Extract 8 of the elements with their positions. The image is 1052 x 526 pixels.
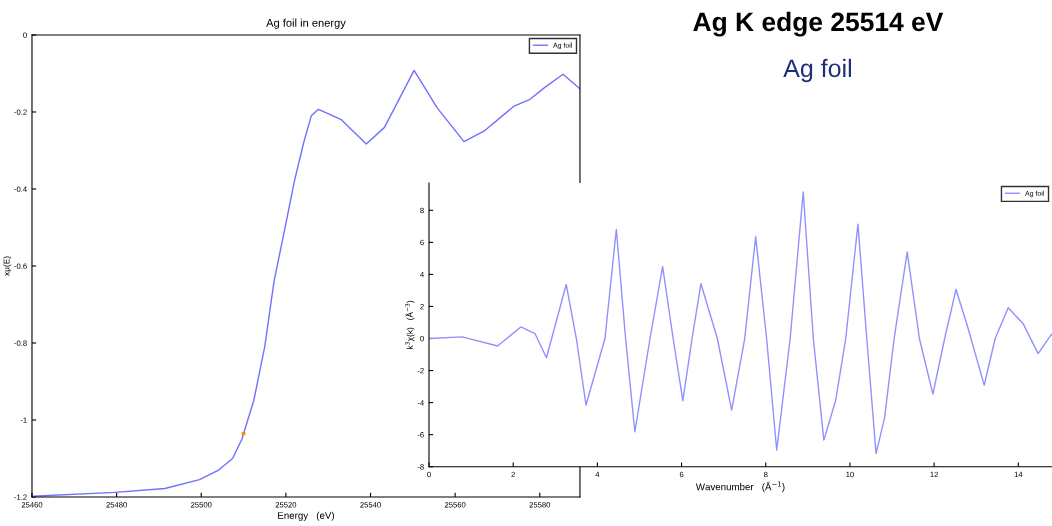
- y-axis-title: k$^{3}$χ(k) (Å$^{−3}$): [405, 300, 415, 349]
- text: Ag foil: [783, 58, 851, 83]
- chart-title: Ag foil in energy: [266, 18, 346, 29]
- line-series: [429, 191, 1052, 455]
- x-axis-title: Energy (eV): [278, 511, 335, 521]
- x-axis-title: Wavenumber (Å$^{−1}$): [695, 481, 785, 493]
- text: Ag K edge 25514 eV: [693, 11, 944, 37]
- y-axis-title: xμ(E): [3, 256, 12, 276]
